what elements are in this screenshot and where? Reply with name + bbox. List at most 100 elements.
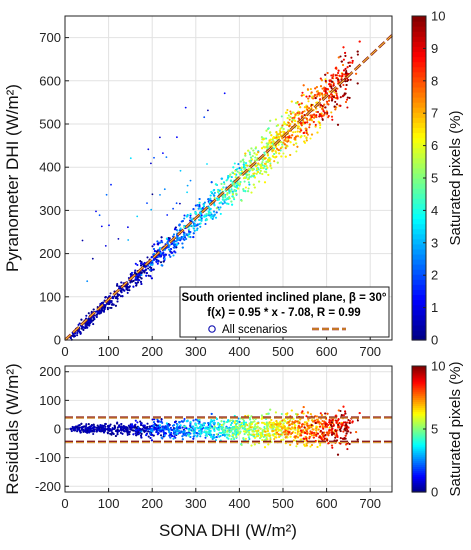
data-point [241, 170, 244, 173]
data-point [140, 277, 143, 280]
residual-point [85, 424, 88, 428]
data-point [190, 218, 193, 221]
colorbar-tick-label: 3 [431, 235, 438, 250]
data-point [242, 161, 245, 164]
colorbar-step [412, 193, 426, 199]
data-point [217, 198, 220, 201]
data-point [109, 306, 112, 309]
data-point [203, 214, 206, 217]
colorbar-step [412, 299, 426, 306]
residual-point [143, 424, 146, 427]
data-point [213, 191, 216, 194]
residual-point [307, 419, 310, 422]
data-point [159, 136, 161, 139]
residual-point [95, 430, 98, 433]
colorbar-tick-label: 7 [431, 106, 438, 121]
residual-point [97, 426, 100, 429]
data-point [305, 117, 308, 120]
residual-point [251, 430, 254, 433]
residual-point [295, 445, 298, 448]
data-point [305, 136, 308, 139]
data-point [162, 152, 164, 155]
data-point [95, 315, 98, 319]
data-point [104, 296, 107, 299]
data-point [294, 120, 297, 123]
data-point [290, 136, 293, 139]
data-point [105, 302, 108, 305]
data-point [231, 203, 234, 206]
residual-point [113, 426, 117, 429]
residual-point [251, 421, 254, 424]
data-point [346, 96, 349, 99]
residual-point [85, 427, 88, 430]
data-point [324, 73, 327, 76]
data-point [351, 59, 354, 62]
data-point [254, 146, 258, 149]
data-point [199, 225, 202, 228]
residual-point [277, 422, 280, 425]
data-point [192, 208, 195, 211]
residual-point [286, 412, 289, 415]
data-point [192, 232, 195, 235]
data-point [295, 150, 298, 153]
data-point [316, 110, 320, 114]
data-point [274, 150, 277, 153]
data-point [196, 223, 199, 226]
data-point [303, 134, 306, 137]
data-point [193, 229, 196, 232]
data-point [320, 92, 324, 95]
data-point [255, 153, 258, 156]
data-point [172, 243, 175, 246]
residual-point [253, 420, 256, 423]
colorbar-step [412, 233, 426, 240]
data-point [315, 86, 318, 89]
residual-point [222, 428, 225, 431]
data-point [319, 124, 322, 127]
residual-point [265, 412, 268, 416]
residual-point [156, 425, 159, 429]
residual-point [189, 435, 192, 439]
data-point [250, 174, 253, 177]
data-point [199, 218, 202, 221]
residual-point [272, 424, 275, 427]
data-point [240, 199, 243, 202]
residual-point [270, 423, 273, 426]
data-point [315, 110, 318, 113]
data-point [169, 255, 172, 258]
residual-point [127, 424, 130, 427]
residual-point [142, 424, 145, 427]
data-point [266, 166, 269, 169]
residual-point [310, 434, 313, 437]
data-point [250, 191, 253, 194]
data-point [119, 295, 122, 298]
residual-point [212, 422, 215, 425]
residual-point [145, 427, 148, 430]
residual-point [123, 430, 126, 433]
data-point [210, 181, 213, 184]
residual-point [310, 426, 313, 429]
residual-point [207, 422, 210, 425]
residual-point [107, 424, 111, 427]
colorbar-step [412, 152, 426, 159]
data-point [280, 126, 283, 129]
colorbar-tick-label: 9 [431, 41, 438, 56]
data-point [263, 151, 266, 154]
data-point [244, 154, 247, 157]
data-point [179, 169, 182, 172]
data-point [183, 217, 186, 220]
residual-point [283, 418, 286, 421]
data-point [255, 165, 258, 168]
data-point [151, 245, 154, 248]
residual-point [137, 428, 140, 431]
data-point [118, 285, 121, 288]
data-point [222, 181, 226, 184]
residual-point [118, 425, 121, 428]
residual-point [212, 433, 216, 436]
residual-point [299, 418, 302, 421]
data-point [172, 207, 175, 210]
residual-point [230, 422, 233, 425]
residual-point [270, 426, 273, 429]
colorbar-step [412, 56, 426, 63]
colorbar-step [412, 81, 426, 88]
colorbar-step [412, 218, 426, 225]
